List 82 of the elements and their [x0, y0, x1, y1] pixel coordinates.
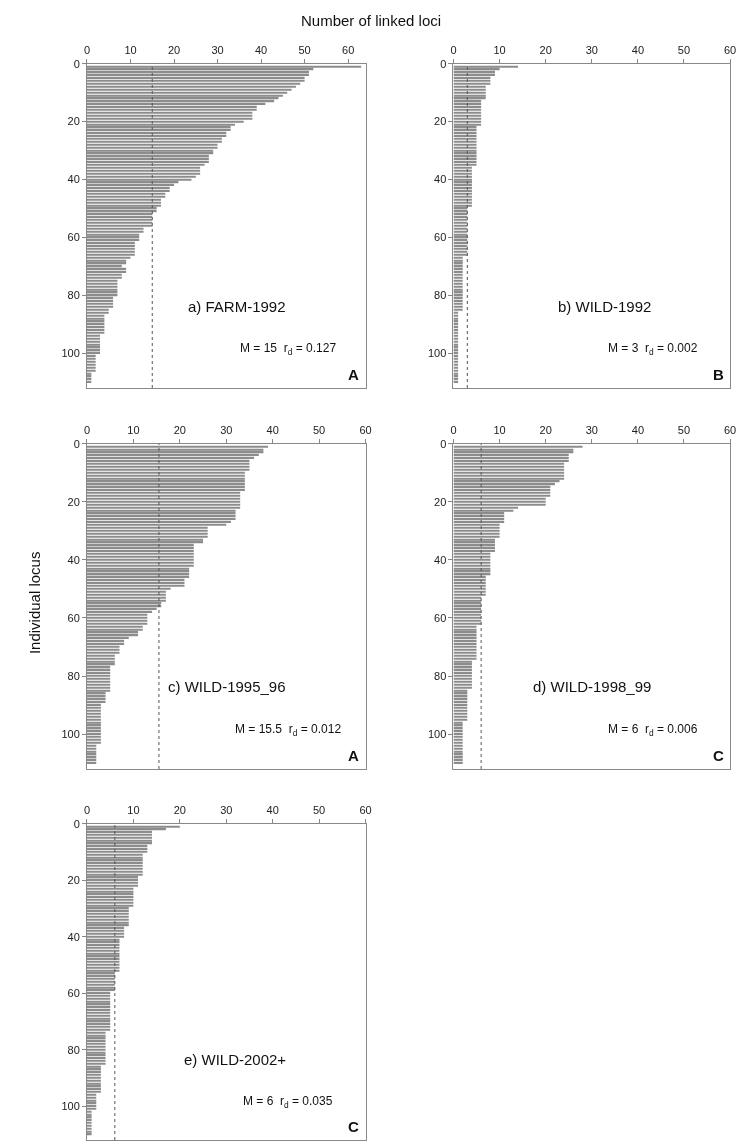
- y-tick-label: 20: [434, 495, 447, 508]
- x-tick-label: 50: [313, 804, 326, 817]
- x-tick-label: 20: [539, 44, 552, 57]
- x-tick-label: 50: [677, 424, 691, 437]
- x-tick-label: 10: [127, 804, 140, 817]
- y-tick-label: 20: [67, 115, 80, 128]
- y-tick-label: 20: [434, 115, 447, 128]
- text: a) FARM-1992: [188, 298, 286, 315]
- x-tick-label: 30: [585, 44, 598, 57]
- text: c) WILD-1995_96: [168, 678, 286, 695]
- x-tick-label: 50: [313, 424, 326, 437]
- x-tick-label: 20: [167, 44, 181, 57]
- y-tick-label: 40: [67, 173, 80, 186]
- annotation: M = 6 r$_{d}$ = 0.035: [243, 1094, 333, 1110]
- annotation: M = 3 r$_{d}$ = 0.002: [608, 341, 698, 357]
- x-tick-label: 10: [124, 44, 137, 57]
- y-tick-label: 80: [434, 669, 447, 682]
- y-tick-label: 60: [67, 231, 80, 244]
- y-tick-label: 60: [67, 987, 80, 1000]
- x-tick-label: 0: [450, 424, 457, 437]
- y-tick-label: 60: [67, 611, 80, 624]
- x-tick-label: 40: [631, 424, 645, 437]
- x-tick-label: 60: [723, 424, 737, 437]
- y-tick-label: 60: [434, 611, 447, 624]
- x-tick-label: 20: [173, 804, 186, 817]
- y-tick-label: 80: [67, 1043, 80, 1056]
- y-tick-label: 40: [434, 553, 447, 566]
- y-tick-label: 0: [440, 437, 447, 450]
- x-tick-label: 0: [83, 804, 91, 817]
- y-tick-label: 40: [434, 173, 447, 186]
- x-tick-label: 10: [493, 424, 506, 437]
- y-tick-label: 100: [61, 1099, 80, 1112]
- x-tick-label: 40: [266, 804, 279, 817]
- x-tick-label: 30: [585, 424, 598, 437]
- annotation: C: [713, 747, 724, 764]
- x-tick-label: 60: [359, 424, 372, 437]
- text: e) WILD-2002+: [184, 1051, 287, 1068]
- y-tick-label: 20: [67, 874, 80, 887]
- text: b) WILD-1992: [558, 298, 652, 315]
- y-tick-label: 80: [67, 669, 80, 682]
- text: d) WILD-1998_99: [533, 678, 652, 695]
- x-tick-label: 20: [173, 424, 186, 437]
- y-tick-label: 60: [434, 231, 447, 244]
- x-tick-label: 0: [83, 424, 91, 437]
- x-axis-title: Number of linked loci: [301, 12, 442, 29]
- x-tick-label: 30: [220, 804, 233, 817]
- annotation: M = 15 r$_{d}$ = 0.127: [240, 341, 337, 357]
- x-tick-label: 30: [211, 44, 224, 57]
- y-tick-label: 40: [67, 930, 80, 943]
- x-tick-label: 10: [127, 424, 140, 437]
- y-tick-label: 100: [61, 727, 80, 740]
- x-tick-label: 40: [254, 44, 268, 57]
- x-tick-label: 40: [266, 424, 279, 437]
- y-tick-label: 0: [440, 57, 447, 70]
- y-axis-title: Individual locus: [26, 551, 44, 655]
- x-tick-label: 60: [342, 44, 355, 57]
- x-tick-label: 0: [83, 44, 91, 57]
- x-tick-label: 0: [450, 44, 457, 57]
- x-tick-label: 50: [677, 44, 691, 57]
- x-tick-label: 30: [220, 424, 233, 437]
- y-tick-label: 100: [61, 347, 80, 360]
- y-tick-label: 100: [427, 727, 447, 740]
- x-tick-label: 10: [493, 44, 506, 57]
- annotation: C: [348, 1118, 359, 1135]
- annotation: M = 15.5 r$_{d}$ = 0.012: [235, 722, 342, 738]
- x-tick-label: 40: [631, 44, 645, 57]
- y-tick-label: 20: [67, 495, 80, 508]
- y-tick-label: 40: [67, 553, 80, 566]
- annotation: B: [713, 366, 724, 383]
- y-tick-label: 80: [434, 289, 447, 302]
- annotation: A: [348, 366, 359, 383]
- annotation: M = 6 r$_{d}$ = 0.006: [608, 722, 698, 738]
- x-tick-label: 20: [539, 424, 552, 437]
- y-tick-label: 80: [67, 289, 80, 302]
- x-tick-label: 50: [298, 44, 311, 57]
- x-tick-label: 60: [723, 44, 737, 57]
- x-tick-label: 60: [359, 804, 372, 817]
- y-tick-label: 0: [73, 817, 80, 830]
- y-tick-label: 0: [73, 437, 80, 450]
- annotation: A: [348, 747, 359, 764]
- y-tick-label: 0: [73, 57, 80, 70]
- y-tick-label: 100: [427, 347, 447, 360]
